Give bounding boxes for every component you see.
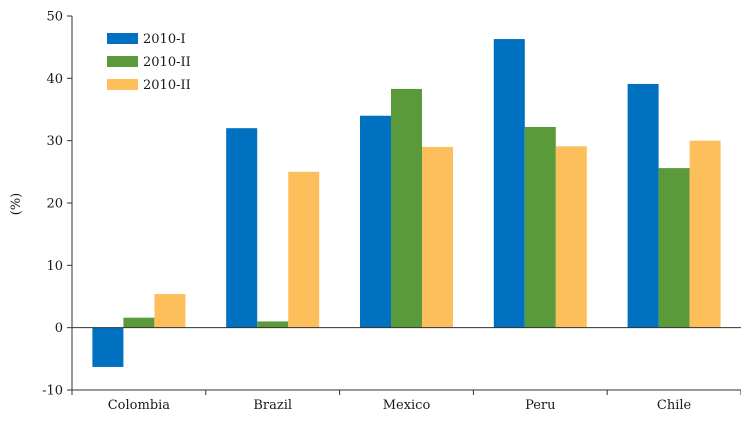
bar [689, 140, 721, 328]
y-tick-label: 40 [46, 72, 63, 87]
x-axis: Colombia Brazil Mexico Peru Chile [71, 390, 741, 413]
y-tick-label: 50 [46, 10, 63, 25]
bar [422, 146, 453, 328]
legend-swatch [107, 56, 138, 67]
bar [257, 321, 289, 328]
legend: 2010-I 2010-II 2010-II [107, 32, 191, 93]
bars-group [92, 39, 721, 367]
x-tick-label: Mexico [383, 398, 431, 413]
bar [627, 83, 659, 328]
x-tick-label: Peru [525, 398, 555, 413]
bar [288, 171, 320, 328]
bar [226, 128, 258, 328]
bar [154, 294, 186, 328]
y-axis-title: (%) [9, 193, 24, 216]
bar [493, 39, 525, 328]
legend-label: 2010-II [143, 55, 191, 70]
legend-label: 2010-I [143, 32, 186, 47]
x-tick-label: Brazil [253, 398, 292, 413]
y-tick-label: -10 [42, 384, 63, 399]
legend-swatch [107, 79, 138, 90]
bar [391, 88, 422, 328]
x-tick-label: Colombia [108, 398, 171, 413]
bar [123, 317, 155, 328]
bar [658, 168, 690, 328]
legend-swatch [107, 33, 138, 44]
y-tick-label: 20 [46, 197, 63, 212]
bar [555, 146, 587, 328]
y-tick-label: 30 [46, 134, 63, 149]
y-tick-label: 10 [46, 259, 63, 274]
bar [360, 115, 391, 328]
legend-label: 2010-II [143, 78, 191, 93]
bar [524, 126, 556, 328]
x-tick-label: Chile [657, 398, 692, 413]
bar [92, 327, 124, 367]
y-tick-label: 0 [55, 321, 63, 336]
y-axis: -10 0 10 20 30 40 50 [42, 10, 72, 399]
